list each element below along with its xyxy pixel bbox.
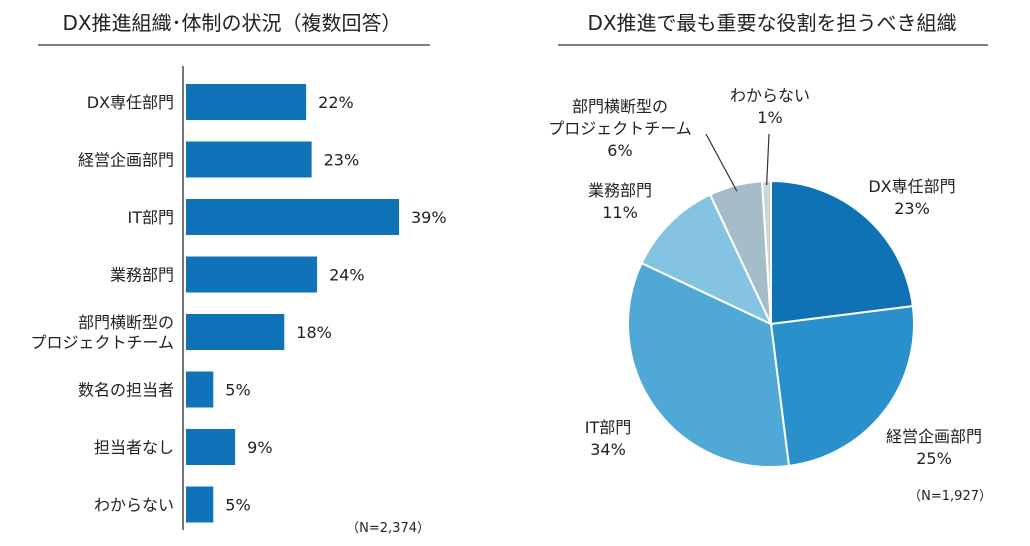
bar-value-label: 18% <box>296 323 332 342</box>
pie-chart-note: （N=1,927） <box>908 489 992 504</box>
bar-2 <box>186 141 312 178</box>
pie-slice-label: 経営企画部門 25% <box>886 427 982 468</box>
bar-category-label: わからない <box>94 495 174 514</box>
pie-chart-title: DX推進で最も重要な役割を担うべき組織 <box>587 11 956 35</box>
pie-slice-label: 業務部門 11% <box>588 181 652 222</box>
bar-category-label: 業務部門 <box>110 265 174 284</box>
pie-leader-line <box>705 133 738 192</box>
bar-value-label: 5% <box>225 381 250 400</box>
pie-slice-label: 部門横断型のプロジェクトチーム 6% <box>548 97 692 160</box>
bar-6 <box>186 371 214 408</box>
pie-slice-label: DX専任部門 23% <box>868 177 955 218</box>
bar-value-label: 5% <box>225 496 250 515</box>
pie-slice-label: わからない 1% <box>730 86 810 127</box>
pie-slice-1 <box>770 179 914 326</box>
pie-slice-label: IT部門 34% <box>585 418 632 459</box>
bar-value-label: 22% <box>318 93 354 112</box>
bar-5 <box>186 314 285 350</box>
bar-value-label: 24% <box>329 266 365 285</box>
bar-1 <box>186 84 307 120</box>
bar-category-label: 担当者なし <box>94 438 174 457</box>
bar-3 <box>186 199 399 235</box>
pie-leader-line <box>766 133 770 186</box>
bar-4 <box>186 256 318 293</box>
bar-8 <box>186 486 214 523</box>
bar-value-label: 39% <box>411 208 447 227</box>
pie-slice-2 <box>769 304 915 467</box>
bar-category-label: 数名の担当者 <box>78 380 174 399</box>
pie-chart: DX推進で最も重要な役割を担うべき組織 DX専任部門 23% 経営企画部門 25% IT… <box>548 11 992 504</box>
bar-value-label: 23% <box>324 151 360 170</box>
bar-chart: DX推進組織･体制の状況（複数回答） DX専任部門 22% 経営企画部門 23% IT部… <box>30 11 446 536</box>
bar-value-label: 9% <box>247 438 272 457</box>
pie-slice-4 <box>640 193 774 327</box>
bar-category-label: IT部門 <box>128 208 175 227</box>
bar-7 <box>186 429 236 465</box>
bar-category-label: 経営企画部門 <box>78 150 174 169</box>
bar-category-label: 部門横断型のプロジェクトチーム <box>30 313 174 352</box>
bar-chart-title: DX推進組織･体制の状況（複数回答） <box>62 11 401 35</box>
bar-chart-note: （N=2,374） <box>346 521 430 536</box>
bar-category-label: DX専任部門 <box>87 93 174 112</box>
